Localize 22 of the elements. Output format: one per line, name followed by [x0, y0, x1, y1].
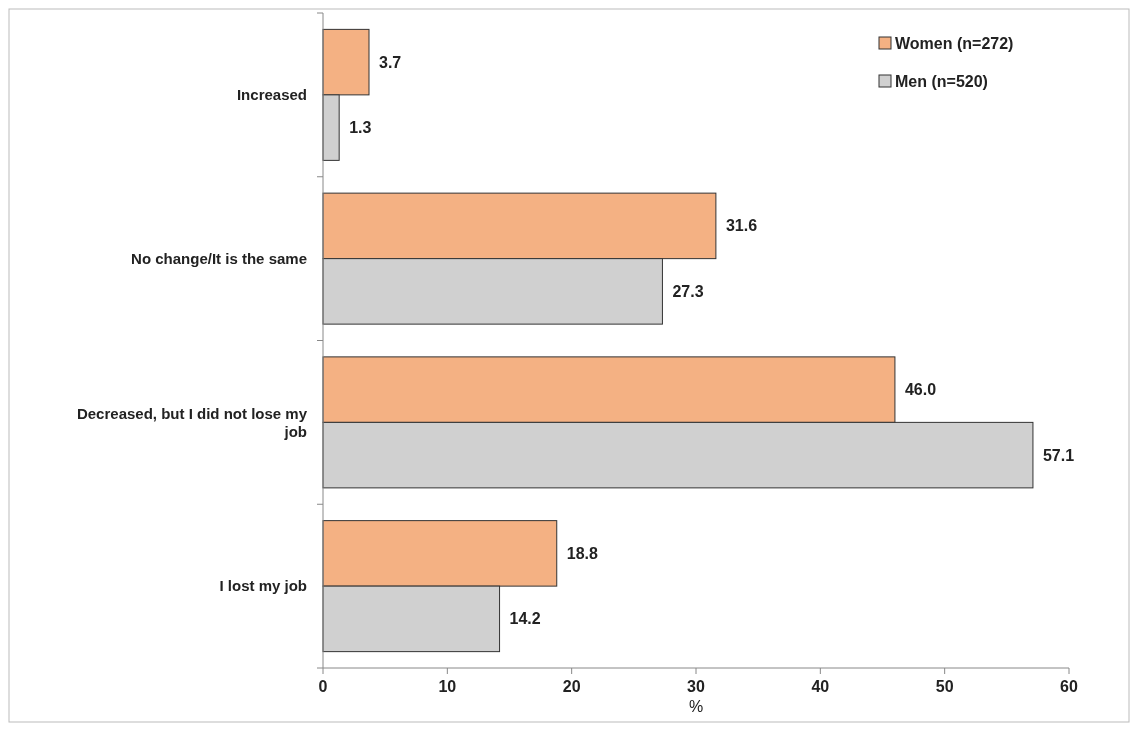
x-tick-label: 60: [1060, 678, 1078, 695]
y-tick-label: No change/It is the same: [131, 249, 307, 267]
data-label: 57.1: [1042, 446, 1075, 464]
y-tick-label: Decreased, but I did not lose my job: [76, 404, 308, 440]
x-tick-label: 40: [811, 678, 830, 695]
data-label: 31.6: [725, 217, 758, 235]
x-tick-label: 50: [935, 678, 954, 695]
data-label: 18.8: [566, 544, 598, 562]
x-tick-label: 30: [687, 678, 705, 695]
data-label: 1.3: [349, 119, 372, 137]
x-tick-label: 10: [438, 678, 457, 695]
x-axis-title: %: [688, 698, 704, 715]
x-tick-label: 0: [318, 678, 328, 695]
legend-label: Men (n=520): [895, 72, 988, 90]
legend-label: Women (n=272): [895, 34, 1014, 52]
y-tick-label: I lost my job: [219, 577, 307, 595]
data-label: 27.3: [672, 282, 704, 300]
data-label: 14.2: [509, 610, 541, 628]
y-tick-label: Increased: [236, 86, 307, 104]
data-label: 3.7: [379, 53, 402, 71]
x-tick-label: 20: [562, 678, 581, 695]
data-label: 46.0: [904, 381, 937, 399]
